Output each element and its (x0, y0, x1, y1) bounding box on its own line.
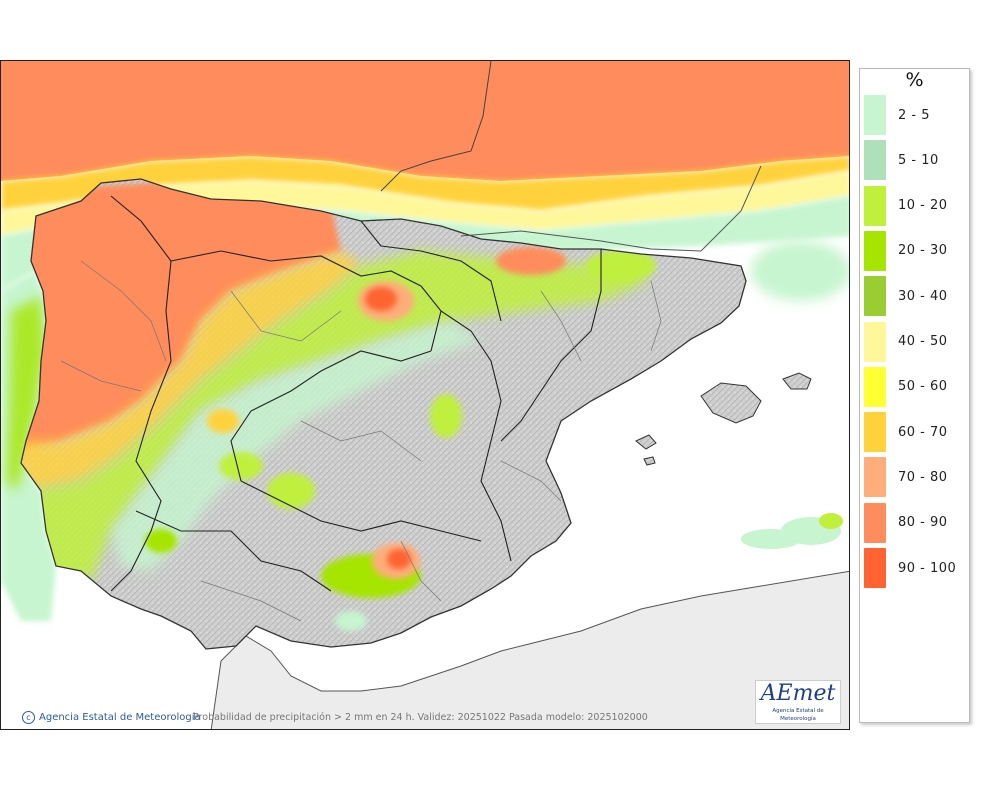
precipitation-probability-map (0, 60, 850, 730)
france-coastline (380, 61, 492, 192)
pyrenees-border (460, 165, 762, 252)
legend-swatch (864, 502, 886, 543)
legend-swatch (864, 276, 886, 317)
legend-row: 10 - 20 (864, 185, 948, 226)
legend-label: 70 - 80 (898, 469, 948, 485)
map-caption: Probabilidad de precipitación > 2 mm en … (193, 712, 648, 723)
probability-legend: % 2 - 5 5 - 10 10 - 20 20 - 30 30 - 40 40 - 5… (859, 68, 970, 723)
legend-swatch (864, 140, 886, 181)
legend-swatch (864, 366, 886, 407)
aemet-logo: AEmet Agencia Estatal de Meteorología (755, 680, 841, 724)
map-canvas (1, 61, 849, 729)
precip-west-coast-band (1, 256, 61, 621)
agency-credit[interactable]: c Agencia Estatal de Meteorología (22, 711, 201, 724)
legend-row: 50 - 60 (864, 366, 948, 407)
legend-swatch (864, 230, 886, 271)
iberia-coastline (20, 178, 747, 650)
legend-label: 50 - 60 (898, 379, 948, 395)
legend-swatch (864, 548, 886, 588)
legend-label: 10 - 20 (898, 198, 948, 214)
legend-swatch (864, 95, 886, 135)
legend-label: 60 - 70 (898, 424, 948, 440)
aemet-logo-subtext: Agencia Estatal de Meteorología (772, 708, 824, 722)
region-borders (110, 195, 602, 592)
legend-row: 2 - 5 (864, 95, 930, 135)
legend-swatch (864, 457, 886, 498)
legend-swatch (864, 412, 886, 453)
legend-title: % (905, 69, 924, 91)
legend-row: 40 - 50 (864, 321, 948, 362)
balearic-islands (635, 372, 812, 466)
legend-row: 30 - 40 (864, 276, 948, 317)
precip-north-sea-band (1, 61, 849, 291)
province-borders (60, 260, 662, 622)
legend-label: 2 - 5 (898, 107, 930, 123)
legend-row: 70 - 80 (864, 457, 948, 498)
legend-label: 40 - 50 (898, 334, 948, 349)
legend-label: 30 - 40 (898, 288, 948, 304)
legend-row: 90 - 100 (864, 548, 956, 588)
legend-row: 5 - 10 (864, 140, 939, 181)
legend-row: 60 - 70 (864, 412, 948, 453)
copyright-icon: c (22, 711, 35, 724)
legend-row: 80 - 90 (864, 502, 948, 543)
legend-swatch (864, 185, 886, 226)
agency-credit-label: Agencia Estatal de Meteorología (39, 712, 201, 723)
legend-swatch (864, 321, 886, 362)
legend-label: 5 - 10 (898, 152, 939, 168)
legend-row: 20 - 30 (864, 230, 948, 271)
legend-label: 80 - 90 (898, 515, 948, 531)
north-africa-landmass (210, 570, 849, 729)
precip-mediterranean-spots (628, 241, 849, 658)
legend-label: 20 - 30 (898, 243, 948, 259)
legend-label: 90 - 100 (898, 560, 957, 576)
aemet-logo-mark: AEmet (760, 681, 836, 706)
